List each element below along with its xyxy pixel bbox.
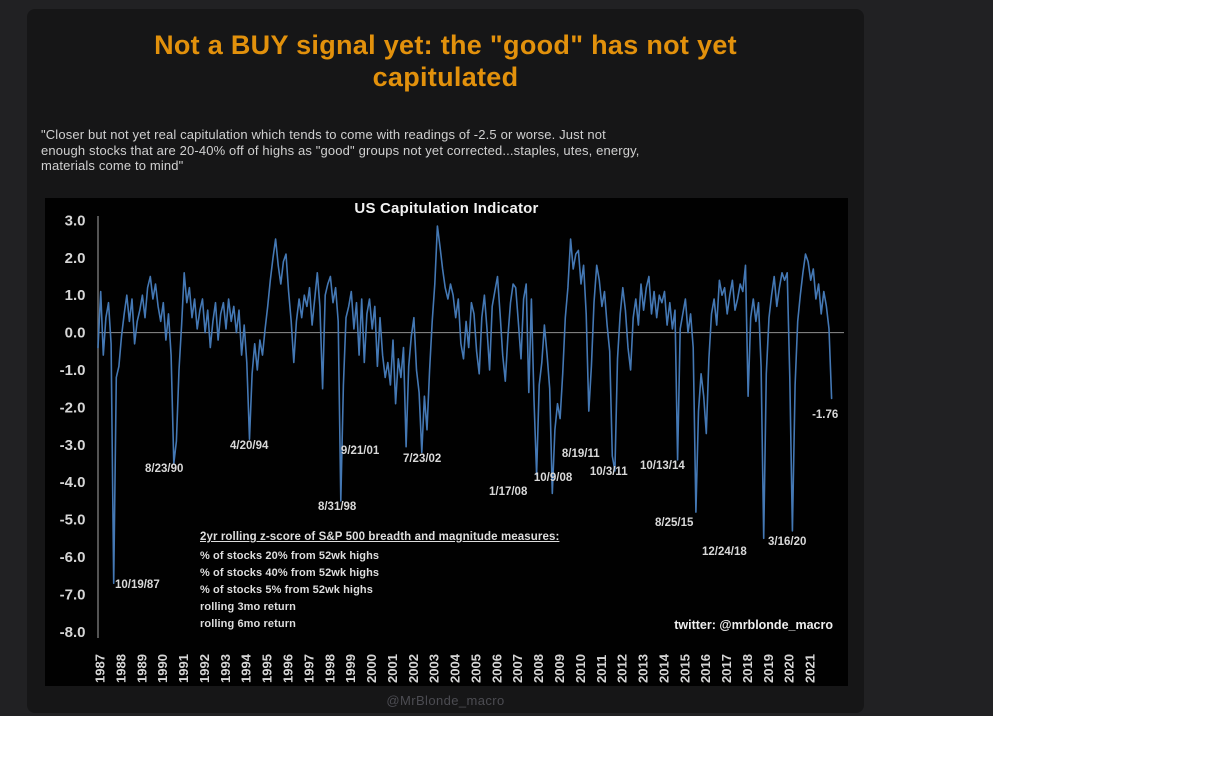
x-tick-label: 2003: [427, 654, 442, 683]
y-tick-label: -5.0: [60, 512, 86, 529]
y-tick-label: -6.0: [60, 549, 86, 566]
annotation-label: 3/16/20: [768, 536, 806, 548]
x-tick-label: 1996: [281, 654, 296, 683]
x-tick-label: 2008: [531, 654, 546, 683]
legend-item: % of stocks 5% from 52wk highs: [200, 584, 373, 596]
x-tick-label: 1991: [176, 654, 191, 683]
y-tick-label: -1.0: [60, 362, 86, 379]
x-tick-label: 1992: [197, 654, 212, 683]
y-tick-label: -2.0: [60, 399, 86, 416]
x-tick-label: 2006: [489, 654, 504, 683]
x-tick-label: 1988: [113, 654, 128, 683]
x-tick-label: 2005: [468, 654, 483, 683]
legend-item: % of stocks 40% from 52wk highs: [200, 567, 380, 579]
post-card: Not a BUY signal yet: the "good" has not…: [27, 9, 864, 713]
article-background: Not a BUY signal yet: the "good" has not…: [0, 0, 993, 716]
x-tick-label: 2009: [552, 654, 567, 683]
x-tick-label: 2002: [406, 654, 421, 683]
y-tick-label: 1.0: [65, 287, 86, 304]
x-tick-label: 2019: [761, 654, 776, 683]
annotation-label: 1/17/08: [489, 486, 528, 498]
quote-line-3: materials come to mind": [41, 158, 184, 173]
y-tick-label: 2.0: [65, 250, 86, 267]
y-tick-label: -8.0: [60, 624, 86, 641]
legend-item: rolling 3mo return: [200, 601, 296, 613]
x-tick-label: 1994: [239, 653, 254, 683]
x-tick-label: 2020: [782, 654, 797, 683]
x-tick-label: 2014: [656, 653, 671, 683]
annotation-label: 9/21/01: [341, 445, 380, 457]
y-tick-label: -7.0: [60, 586, 86, 603]
x-tick-label: 1998: [322, 654, 337, 683]
watermark: @MrBlonde_macro: [386, 693, 505, 708]
x-tick-label: 1993: [218, 654, 233, 683]
legend-item: rolling 6mo return: [200, 618, 296, 630]
x-tick-label: 1995: [260, 654, 275, 683]
plot-svg: 3.0 2.0 1.0 0.0 -1.0 -2.0 -3.0 -4.0 -5.0 -6.0 -7.0…: [60, 212, 844, 683]
x-tick-label: 2016: [698, 654, 713, 683]
x-tick-label: 2007: [510, 654, 525, 683]
annotation-label: 10/13/14: [640, 460, 685, 472]
x-tick-label: 2010: [573, 654, 588, 683]
twitter-credit: twitter: @mrblonde_macro: [674, 618, 833, 632]
capitulation-chart-image[interactable]: 3.0 2.0 1.0 0.0 -1.0 -2.0 -3.0 -4.0 -5.0 -6.0 -7.0…: [45, 198, 848, 686]
x-tick-label: 2001: [385, 654, 400, 683]
x-tick-label: 2017: [719, 654, 734, 683]
x-tick-label: 1987: [93, 654, 108, 683]
annotation-label: 4/20/94: [230, 440, 269, 452]
annotation-label: 7/23/02: [403, 453, 441, 465]
x-tick-label: 2021: [803, 654, 818, 683]
quote-line-1: "Closer but not yet real capitulation wh…: [41, 127, 606, 142]
quote-line-2: enough stocks that are 20-40% off of hig…: [41, 142, 640, 158]
x-tick-label: 1990: [155, 654, 170, 683]
x-tick-label: 2018: [740, 654, 755, 683]
x-tick-label: 2004: [448, 653, 463, 683]
page-title: Not a BUY signal yet: the "good" has not…: [56, 29, 836, 93]
annotation-label: 10/3/11: [590, 466, 628, 478]
y-tick-label: -3.0: [60, 437, 86, 454]
legend-block: 2yr rolling z-score of S&P 500 breadth a…: [200, 529, 559, 633]
annotation-label: 8/23/90: [145, 463, 183, 475]
x-tick-label: 2011: [594, 655, 609, 683]
annotation-label: 10/9/08: [534, 472, 573, 484]
annotation-label: 12/24/18: [702, 546, 747, 558]
series-line: [97, 225, 833, 584]
chart-title: US Capitulation Indicator: [354, 200, 539, 217]
quote-text: "Closer but not yet real capitulation wh…: [41, 127, 855, 174]
x-tick-label: 2012: [615, 654, 630, 683]
x-tick-label: 2000: [364, 654, 379, 683]
page-title-line-1: Not a BUY signal yet: the "good" has not…: [154, 30, 737, 60]
x-tick-label: 1997: [301, 654, 316, 683]
page-title-line-2: capitulated: [372, 62, 519, 92]
y-tick-label: -4.0: [60, 474, 86, 491]
legend-item: % of stocks 20% from 52wk highs: [200, 550, 380, 562]
x-tick-label: 1989: [134, 654, 149, 683]
annotation-label: 8/31/98: [318, 501, 357, 513]
x-tick-label: 1999: [343, 654, 358, 683]
y-tick-label: 3.0: [65, 212, 86, 229]
annotation-label: 8/25/15: [655, 517, 694, 529]
legend-header: 2yr rolling z-score of S&P 500 breadth a…: [200, 531, 560, 543]
end-value-label: -1.76: [812, 409, 838, 421]
annotation-label: 8/19/11: [562, 448, 600, 460]
y-tick-label: 0.0: [65, 325, 86, 342]
annotation-label: 10/19/87: [115, 579, 160, 591]
x-tick-label: 2013: [636, 654, 651, 683]
x-tick-label: 2015: [677, 654, 692, 683]
